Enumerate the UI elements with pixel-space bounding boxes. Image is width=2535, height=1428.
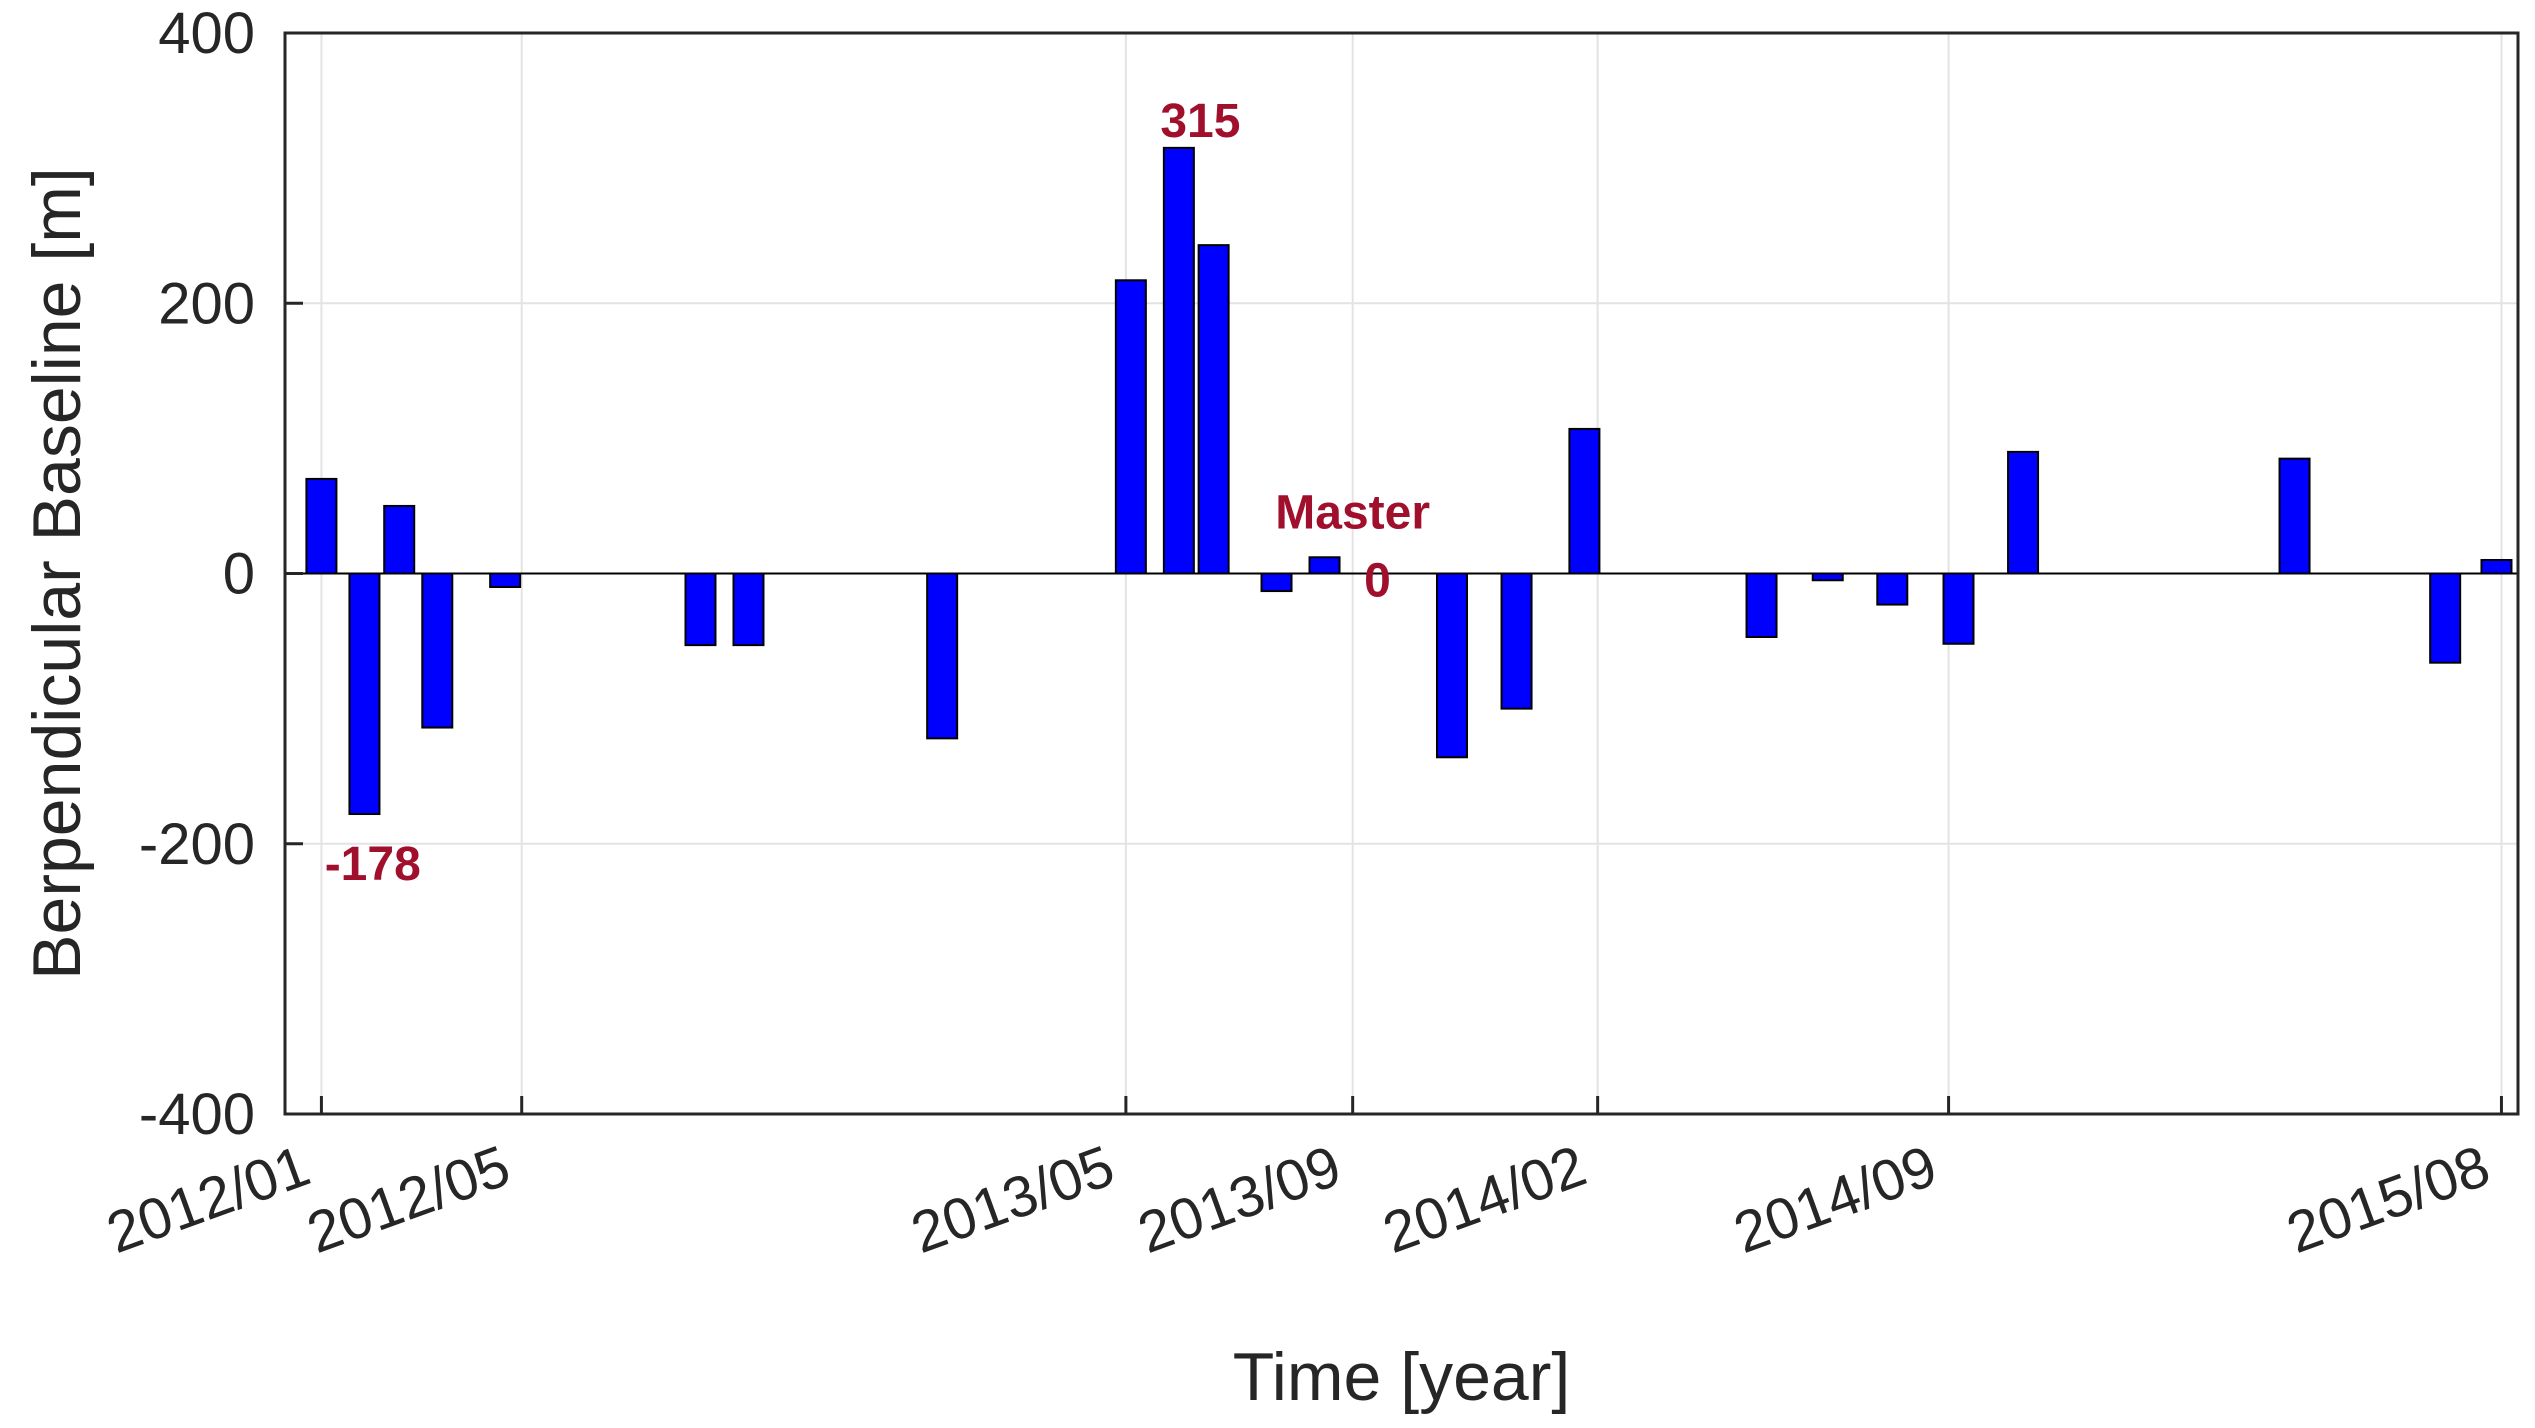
bar [926,572,959,740]
y-tick-label: 200 [158,271,255,336]
annotations: -178 315 Master 0 [325,95,1430,891]
annotation-label: 315 [1160,95,1240,148]
bar [2007,450,2040,575]
annotation-label: Master [1275,487,1430,540]
bar [1260,572,1293,593]
x-tick-label: 2014/02 [1375,1133,1594,1266]
bar [421,572,454,729]
bar [1114,279,1147,575]
x-axis-label: Time [year] [1233,1339,1571,1415]
annotation-label: -178 [325,838,421,891]
x-tick-label: 2012/01 [99,1133,318,1266]
y-tick-label: 0 [223,542,255,607]
bar [2278,457,2311,575]
y-axis-label: Berpendicular Baseline [m] [19,167,95,980]
bar [1308,556,1341,575]
bar [1568,427,1601,575]
y-tick-label: 400 [158,1,255,66]
x-tick-label: 2013/05 [903,1133,1122,1266]
bar [1876,572,1909,606]
bar [383,504,416,575]
x-tick-label: 2012/05 [299,1133,518,1266]
bar [732,572,765,647]
bar [1435,572,1468,759]
bar [684,572,717,647]
bar [305,477,338,575]
bar [1745,572,1778,639]
x-tick-label: 2014/09 [1726,1133,1945,1266]
bar [348,572,381,816]
x-tick-label: 2013/09 [1130,1133,1349,1266]
bar [1811,572,1844,582]
y-tick-label: -200 [139,812,255,877]
bar [1162,146,1195,575]
annotation-label: 0 [1364,554,1391,607]
bar [1500,572,1533,710]
bars [305,146,2513,816]
bar [2429,572,2462,664]
bar [1197,244,1230,575]
y-tick-label: -400 [139,1082,255,1147]
bar [1942,572,1975,645]
bar [2480,558,2513,575]
x-tick-label: 2015/08 [2279,1133,2498,1266]
bar [489,572,522,589]
